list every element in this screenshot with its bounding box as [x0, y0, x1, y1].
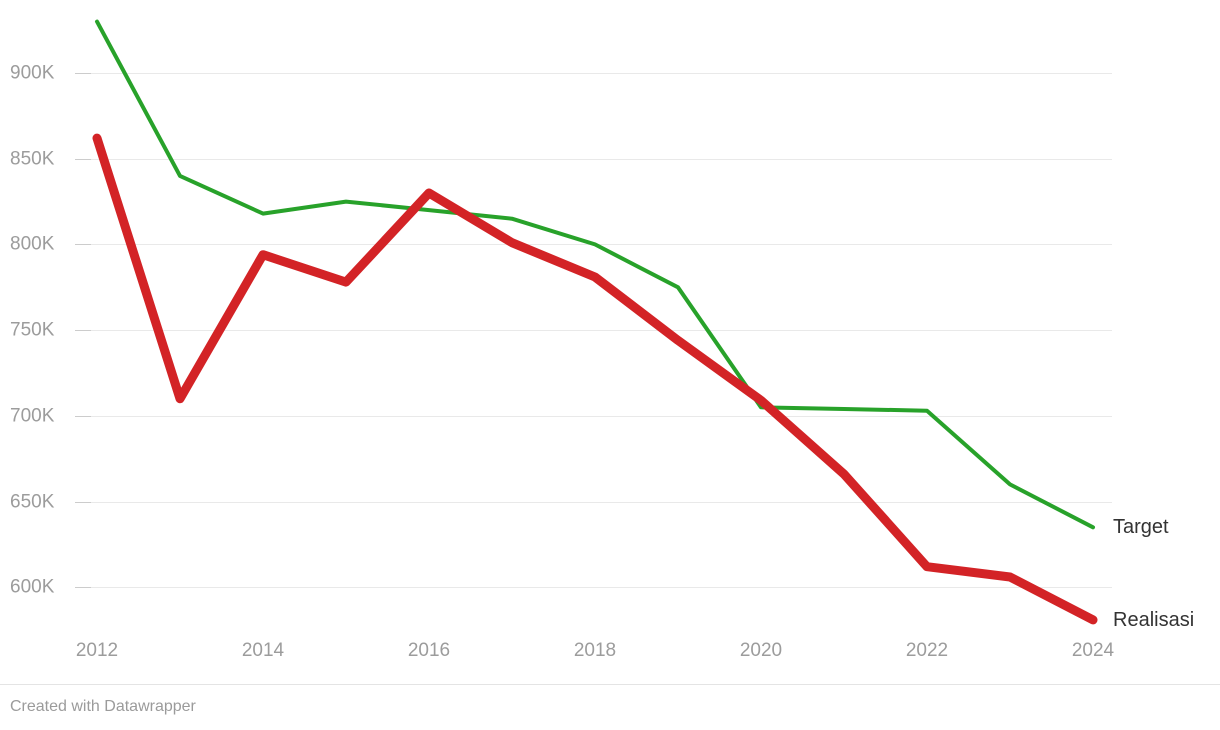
- y-tick-mark: [75, 587, 91, 589]
- gridline: [75, 73, 1112, 74]
- x-axis-tick-label: 2016: [407, 640, 451, 661]
- y-axis-tick-label: 700K: [10, 405, 55, 427]
- x-axis-tick-label: 2014: [241, 640, 285, 661]
- x-axis-tick-label: 2018: [573, 640, 617, 661]
- attribution-text: Created with Datawrapper: [10, 698, 196, 715]
- gridline: [75, 415, 1112, 417]
- y-axis-tick-label: 650K: [10, 491, 55, 513]
- series-label-target: Target: [1113, 516, 1169, 539]
- y-tick-mark: [75, 415, 91, 417]
- series-label-realisasi: Realisasi: [1113, 608, 1195, 631]
- gridline: [75, 158, 1112, 160]
- y-tick-mark: [75, 158, 91, 160]
- y-axis-tick-label: 800K: [10, 233, 55, 255]
- y-axis-tick-label: 900K: [10, 62, 55, 84]
- gridline: [75, 330, 1112, 332]
- footer-divider: [0, 684, 1220, 685]
- y-axis-tick-label: 850K: [10, 148, 55, 170]
- y-axis-tick-label: 750K: [10, 319, 55, 341]
- y-tick-mark: [75, 330, 91, 332]
- gridline: [75, 501, 1112, 503]
- y-tick-mark: [75, 501, 91, 503]
- x-axis-tick-label: 2024: [1071, 640, 1115, 661]
- x-axis-tick-label: 2012: [75, 640, 119, 661]
- gridline: [75, 587, 1112, 589]
- x-axis-tick-label: 2022: [905, 640, 949, 661]
- y-tick-mark: [75, 244, 91, 246]
- y-tick-mark: [75, 73, 91, 74]
- y-axis-tick-label: 600K: [10, 576, 55, 598]
- target-line: [95, 19, 1095, 530]
- realisasi-line: [92, 133, 1098, 625]
- x-axis-tick-label: 2020: [739, 640, 783, 661]
